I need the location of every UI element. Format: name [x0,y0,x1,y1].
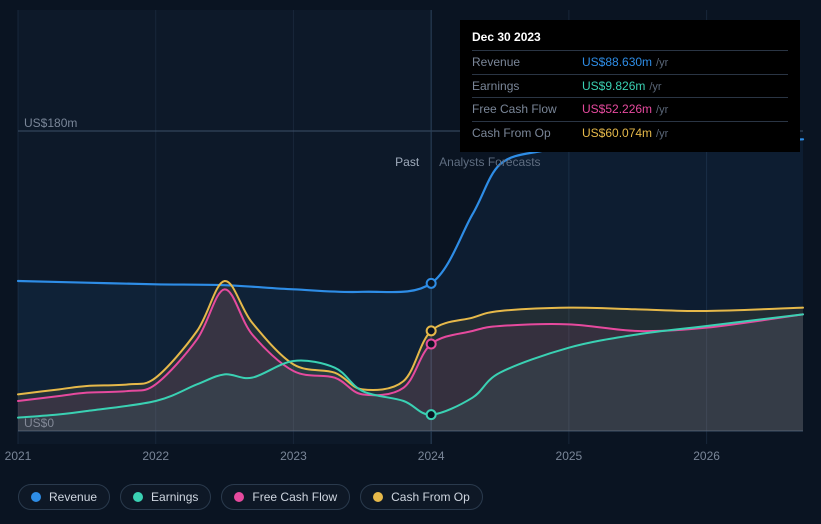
legend-item-label: Free Cash Flow [252,490,337,504]
tooltip-row-value: US$88.630m [582,53,652,71]
svg-text:2023: 2023 [280,449,307,463]
tooltip-row-unit: /yr [656,126,668,143]
past-section-label: Past [395,155,419,169]
tooltip-row-value: US$60.074m [582,124,652,142]
hover-tooltip: Dec 30 2023 RevenueUS$88.630m/yrEarnings… [460,20,800,152]
tooltip-row-label: Earnings [472,77,582,95]
tooltip-date: Dec 30 2023 [472,28,788,50]
financials-chart: 202120222023202420252026US$0US$180m Past… [0,0,821,524]
forecast-section-label: Analysts Forecasts [439,155,540,169]
tooltip-row-value: US$52.226m [582,100,652,118]
legend-item-label: Earnings [151,490,198,504]
svg-text:US$180m: US$180m [24,116,77,130]
svg-text:2021: 2021 [5,449,32,463]
tooltip-row-label: Free Cash Flow [472,100,582,118]
svg-text:2026: 2026 [693,449,720,463]
legend-dot-icon [234,492,244,502]
tooltip-row-value: US$9.826m [582,77,645,95]
tooltip-row-label: Cash From Op [472,124,582,142]
svg-text:2024: 2024 [418,449,445,463]
legend-dot-icon [133,492,143,502]
legend-item-label: Revenue [49,490,97,504]
legend-item-revenue[interactable]: Revenue [18,484,110,510]
legend-item-earnings[interactable]: Earnings [120,484,211,510]
tooltip-row-unit: /yr [656,55,668,72]
tooltip-row: Free Cash FlowUS$52.226m/yr [472,97,788,121]
legend-item-free_cash_flow[interactable]: Free Cash Flow [221,484,350,510]
tooltip-row-label: Revenue [472,53,582,71]
legend-item-label: Cash From Op [391,490,470,504]
tooltip-row: RevenueUS$88.630m/yr [472,50,788,74]
chart-legend: Revenue Earnings Free Cash Flow Cash From O… [18,484,483,510]
legend-item-cash_from_op[interactable]: Cash From Op [360,484,483,510]
tooltip-row: Cash From OpUS$60.074m/yr [472,121,788,145]
svg-text:2025: 2025 [556,449,583,463]
legend-dot-icon [373,492,383,502]
tooltip-row-unit: /yr [656,102,668,119]
tooltip-row: EarningsUS$9.826m/yr [472,74,788,98]
tooltip-row-unit: /yr [649,79,661,96]
svg-text:2022: 2022 [142,449,169,463]
legend-dot-icon [31,492,41,502]
